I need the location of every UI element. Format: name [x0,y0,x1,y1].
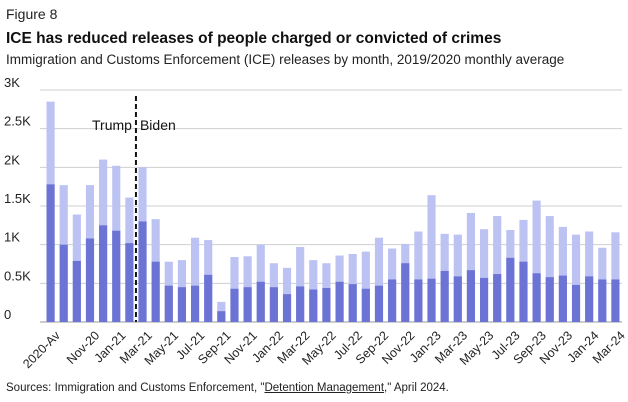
biden-label: Biden [140,117,176,133]
source-note: Sources: Immigration and Customs Enforce… [6,382,449,394]
y-tick-label: 2.5K [4,114,31,129]
bar-charged-convicted [190,285,200,322]
bars [46,101,620,322]
trump-label: Trump [92,117,132,133]
bar-charged-convicted [256,281,265,322]
bar-charged-convicted [164,285,173,322]
bar-total [374,237,384,322]
bar-total [466,212,476,322]
chart-subtitle: Immigration and Customs Enforcement (ICE… [6,52,565,67]
x-tick-label: 2020-Av [20,328,63,371]
bar-charged-convicted [532,273,541,322]
bar-charged-convicted [571,284,581,322]
bar-charged-convicted [72,260,81,322]
releases-bar-chart: 0 0.5K 1K 1.5K 2K 2.5K 3K 2020-Av Nov-20Jan-21M… [4,78,628,371]
bar-charged-convicted [519,261,528,322]
source-link[interactable]: Detention Management [264,382,385,394]
bar-charged-convicted [506,257,515,322]
x-axis-ticks: 2020-Av Nov-20Jan-21Mar-21May-21Jul-21Sep… [20,328,628,371]
bar-charged-convicted [59,244,68,322]
bar-charged-convicted [545,277,554,322]
bar-charged-convicted [322,287,331,322]
chart-title: ICE has reduced releases of people charg… [6,30,502,47]
annotations: Trump Biden [92,96,176,322]
bar-charged-convicted [46,184,55,322]
y-tick-label: 3K [4,78,20,90]
bar-charged-convicted [348,284,357,322]
bar-charged-convicted [217,311,226,322]
bar-total [479,229,489,322]
figure-label: Figure 8 [6,6,58,22]
bar-charged-convicted [401,263,410,322]
bar-charged-convicted [230,288,239,322]
bar-total [190,237,200,322]
bar-total [571,234,581,322]
bar-total [545,216,554,322]
bar-charged-convicted [598,279,607,322]
bar-charged-convicted [427,278,436,322]
y-tick-label: 0.5K [4,268,31,283]
y-tick-label: 1.5K [4,191,31,206]
bar-charged-convicted [466,270,476,322]
bar-charged-convicted [479,277,489,322]
bar-charged-convicted [361,288,370,322]
y-tick-label: 0 [4,307,11,322]
bar-charged-convicted [388,279,397,322]
bar-total [414,231,423,322]
bar-charged-convicted [282,294,292,322]
bar-charged-convicted [335,281,344,322]
bar-total [493,216,502,322]
bar-charged-convicted [558,275,567,322]
bar-charged-convicted [243,287,252,322]
bar-charged-convicted [585,276,594,322]
bar-total [361,251,370,322]
bar-charged-convicted [309,289,318,322]
bar-total [558,226,567,322]
bar-charged-convicted [177,287,187,322]
bar-charged-convicted [414,279,423,322]
y-tick-label: 1K [4,230,20,245]
bar-charged-convicted [112,230,121,322]
bar-charged-convicted [85,238,95,322]
bar-charged-convicted [493,274,502,322]
gridlines [40,89,622,323]
bar-charged-convicted [453,276,462,322]
bar-charged-convicted [440,270,449,322]
bar-total [296,246,305,322]
bar-charged-convicted [151,261,160,322]
bar-total [532,200,541,322]
y-axis-ticks: 0 0.5K 1K 1.5K 2K 2.5K 3K [4,78,31,322]
bar-charged-convicted [204,274,213,322]
bar-total [611,232,620,322]
source-prefix: Sources: Immigration and Customs Enforce… [6,382,265,394]
bar-charged-convicted [125,243,134,322]
bar-charged-convicted [374,285,384,322]
source-suffix: ," April 2024. [384,382,449,394]
y-tick-label: 2K [4,152,20,167]
bar-charged-convicted [269,287,278,322]
bar-total [427,195,436,322]
bar-charged-convicted [296,286,305,322]
bar-charged-convicted [138,221,147,322]
bar-charged-convicted [611,279,620,322]
bar-charged-convicted [99,225,108,322]
